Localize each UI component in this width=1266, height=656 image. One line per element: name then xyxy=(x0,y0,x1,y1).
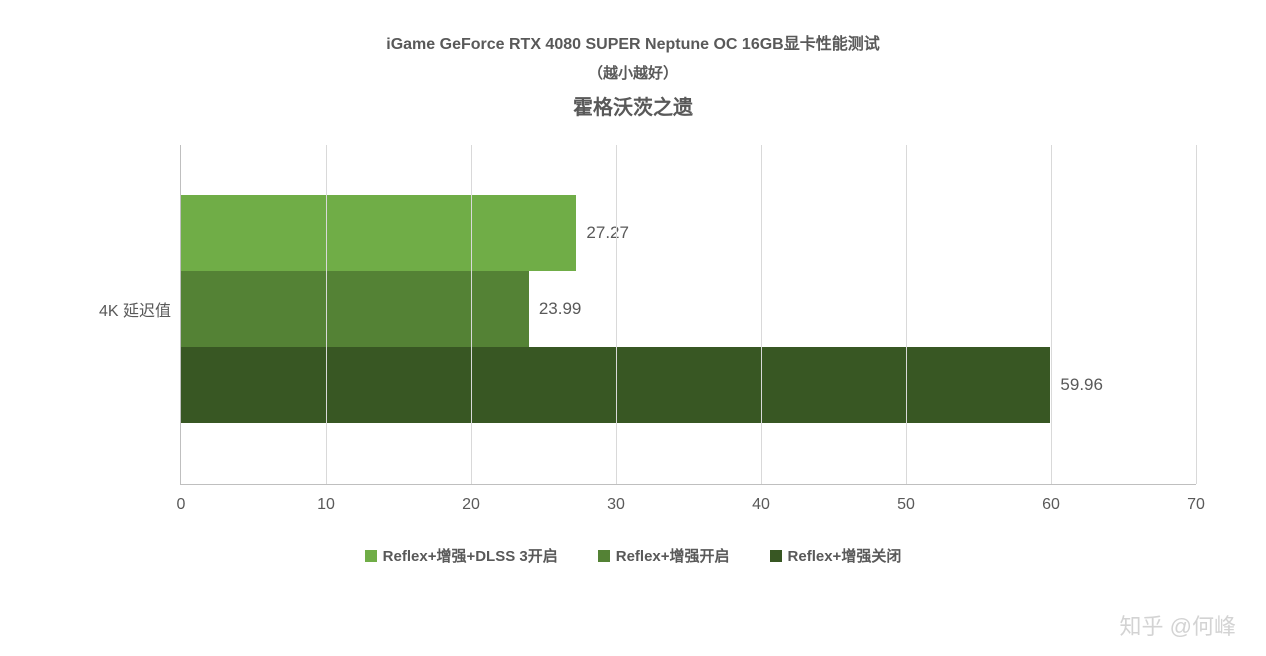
bar-row: 23.99 xyxy=(181,271,1196,347)
gridline xyxy=(761,145,762,484)
x-tick-label: 50 xyxy=(897,496,915,514)
watermark: 知乎 @何峰 xyxy=(1120,609,1236,641)
title-line-1: iGame GeForce RTX 4080 SUPER Neptune OC … xyxy=(40,30,1226,54)
legend-item: Reflex+增强+DLSS 3开启 xyxy=(365,545,558,566)
bar: 27.27 xyxy=(181,195,576,271)
x-tick-label: 30 xyxy=(607,496,625,514)
gridline xyxy=(906,145,907,484)
legend-label: Reflex+增强+DLSS 3开启 xyxy=(383,545,558,566)
gridline xyxy=(326,145,327,484)
legend-item: Reflex+增强关闭 xyxy=(770,545,902,566)
bar-value-label: 27.27 xyxy=(586,223,629,243)
legend-swatch xyxy=(770,550,782,562)
legend: Reflex+增强+DLSS 3开启 Reflex+增强开启 Reflex+增强关闭 xyxy=(40,545,1226,566)
x-tick-label: 20 xyxy=(462,496,480,514)
bar-row: 27.27 xyxy=(181,195,1196,271)
x-tick-label: 10 xyxy=(317,496,335,514)
gridline xyxy=(1051,145,1052,484)
title-line-2: （越小越好） xyxy=(40,62,1226,83)
chart-titles: iGame GeForce RTX 4080 SUPER Neptune OC … xyxy=(40,30,1226,120)
legend-item: Reflex+增强开启 xyxy=(598,545,730,566)
x-tick-label: 70 xyxy=(1187,496,1205,514)
bar: 23.99 xyxy=(181,271,529,347)
bar-value-label: 59.96 xyxy=(1060,375,1103,395)
gridline xyxy=(471,145,472,484)
gridline xyxy=(616,145,617,484)
bar-value-label: 23.99 xyxy=(539,299,582,319)
x-tick-label: 40 xyxy=(752,496,770,514)
bar-row: 59.96 xyxy=(181,347,1196,423)
plot-region: 27.2723.9959.964K 延迟值 010203040506070 xyxy=(180,145,1196,485)
bars-group: 27.2723.9959.964K 延迟值 xyxy=(181,195,1196,423)
x-tick-label: 60 xyxy=(1042,496,1060,514)
legend-swatch xyxy=(598,550,610,562)
legend-label: Reflex+增强关闭 xyxy=(788,545,902,566)
gridline xyxy=(1196,145,1197,484)
title-line-3: 霍格沃茨之遗 xyxy=(40,91,1226,120)
x-tick-label: 0 xyxy=(177,496,186,514)
legend-label: Reflex+增强开启 xyxy=(616,545,730,566)
chart-area: 27.2723.9959.964K 延迟值 010203040506070 xyxy=(140,145,1196,525)
legend-swatch xyxy=(365,550,377,562)
category-label: 4K 延迟值 xyxy=(51,297,171,321)
